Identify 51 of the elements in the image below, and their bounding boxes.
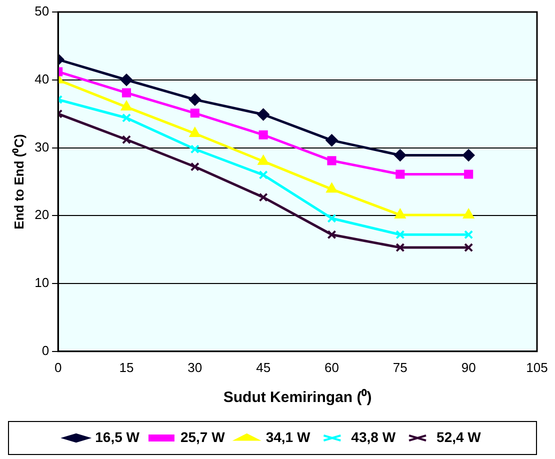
legend-label: 16,5 W: [95, 428, 140, 445]
point: [327, 214, 336, 223]
point: [464, 230, 474, 240]
x-axis-title: Sudut Kemiringan (⁰): [223, 388, 372, 406]
point: [464, 170, 474, 179]
point: [257, 108, 270, 120]
y-tick-label: 20: [34, 207, 50, 222]
y-axis-title: End to End (⁰C): [11, 134, 26, 230]
legend-label: 34,1 W: [266, 428, 311, 445]
point: [122, 113, 132, 122]
legend-label: 25,7 W: [180, 428, 226, 445]
point: [396, 230, 405, 240]
x-tick-label: 30: [188, 360, 202, 375]
legend-label: 43,8 W: [351, 428, 396, 445]
point: [394, 149, 406, 162]
point: [120, 74, 132, 86]
point: [396, 170, 405, 179]
point: [122, 88, 132, 98]
point: [258, 130, 268, 140]
point: [188, 94, 201, 106]
point: [190, 128, 200, 138]
point: [190, 162, 200, 172]
point: [462, 149, 475, 162]
x-tick-label: 45: [256, 360, 271, 375]
y-tick-label: 10: [34, 275, 50, 290]
point: [327, 156, 336, 166]
x-tick-label: 105: [526, 360, 548, 375]
y-tick-label: 0: [42, 342, 50, 358]
point: [190, 144, 200, 154]
x-tick-label: 90: [461, 360, 476, 375]
x-tick-label: 15: [119, 360, 134, 375]
point: [396, 243, 405, 252]
x-tick-label: 75: [392, 360, 408, 375]
point: [121, 101, 132, 111]
point: [190, 108, 200, 118]
point: [326, 134, 338, 146]
x-tick-label: 0: [54, 360, 62, 375]
point: [464, 243, 474, 252]
y-tick-label: 30: [34, 139, 50, 154]
x-tick-label: 60: [324, 360, 339, 375]
point: [326, 183, 338, 193]
legend-label: 52,4 W: [436, 428, 482, 445]
point: [327, 230, 336, 240]
point: [258, 155, 269, 165]
point: [258, 170, 268, 180]
y-tick-label: 50: [34, 4, 50, 19]
point: [258, 192, 268, 202]
point: [394, 208, 406, 218]
point: [122, 135, 132, 144]
point: [463, 208, 474, 218]
y-tick-label: 40: [34, 71, 50, 86]
